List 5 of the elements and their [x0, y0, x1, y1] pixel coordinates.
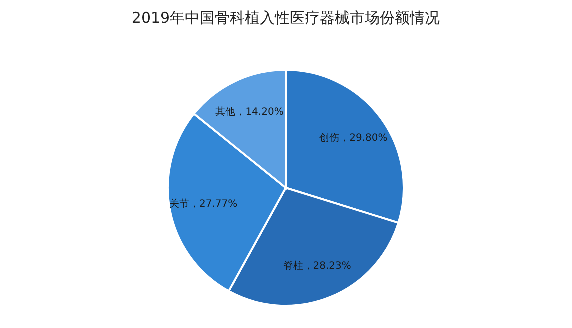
- slice-label: 创伤，29.80%: [320, 132, 388, 144]
- chart-title: 2019年中国骨科植入性医疗器械市场份额情况: [132, 9, 440, 27]
- slice-label: 脊柱，28.23%: [283, 260, 352, 272]
- slice-label: 关节，27.77%: [170, 198, 238, 210]
- slice-label: 其他，14.20%: [216, 106, 284, 118]
